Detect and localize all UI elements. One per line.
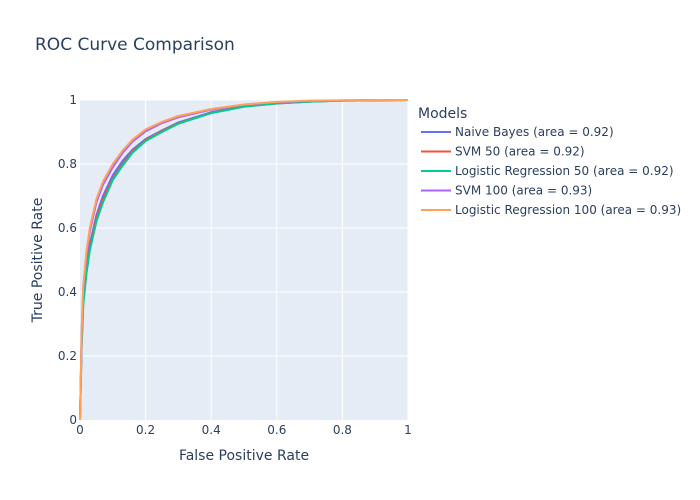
y-tick-label: 0 bbox=[69, 413, 77, 427]
y-tick-label: 1 bbox=[69, 93, 77, 107]
x-tick-labels: 0 0.2 0.4 0.6 0.8 1 bbox=[76, 423, 412, 437]
y-tick-label: 0.2 bbox=[58, 349, 77, 363]
x-tick-label: 1 bbox=[404, 423, 412, 437]
legend-label: Logistic Regression 100 (area = 0.93) bbox=[455, 203, 681, 217]
legend[interactable]: Models Naive Bayes (area = 0.92) SVM 50 (… bbox=[418, 106, 681, 217]
legend-item[interactable]: SVM 50 (area = 0.92) bbox=[421, 145, 585, 159]
legend-item[interactable]: Naive Bayes (area = 0.92) bbox=[421, 125, 614, 139]
plot-area bbox=[80, 100, 408, 420]
y-tick-label: 0.8 bbox=[58, 157, 77, 171]
legend-title: Models bbox=[418, 106, 467, 122]
x-tick-label: 0.4 bbox=[202, 423, 221, 437]
x-axis-title: False Positive Rate bbox=[179, 448, 309, 464]
legend-label: Naive Bayes (area = 0.92) bbox=[455, 125, 614, 139]
legend-item[interactable]: SVM 100 (area = 0.93) bbox=[421, 184, 592, 198]
legend-item[interactable]: Logistic Regression 100 (area = 0.93) bbox=[421, 203, 681, 217]
legend-label: SVM 100 (area = 0.93) bbox=[455, 184, 592, 198]
legend-label: SVM 50 (area = 0.92) bbox=[455, 145, 585, 159]
legend-item[interactable]: Logistic Regression 50 (area = 0.92) bbox=[421, 164, 674, 178]
y-axis-title: True Positive Rate bbox=[30, 198, 46, 324]
series-line bbox=[79, 99, 408, 421]
x-tick-label: 0.8 bbox=[333, 423, 352, 437]
y-tick-labels: 0 0.2 0.4 0.6 0.8 1 bbox=[58, 93, 77, 427]
x-tick-label: 0 bbox=[76, 423, 84, 437]
y-tick-label: 0.6 bbox=[58, 221, 77, 235]
x-tick-label: 0.2 bbox=[136, 423, 155, 437]
chart-title: ROC Curve Comparison bbox=[35, 35, 235, 55]
series-lines bbox=[79, 99, 409, 421]
y-tick-label: 0.4 bbox=[58, 285, 77, 299]
x-tick-label: 0.6 bbox=[267, 423, 286, 437]
legend-label: Logistic Regression 50 (area = 0.92) bbox=[455, 164, 674, 178]
